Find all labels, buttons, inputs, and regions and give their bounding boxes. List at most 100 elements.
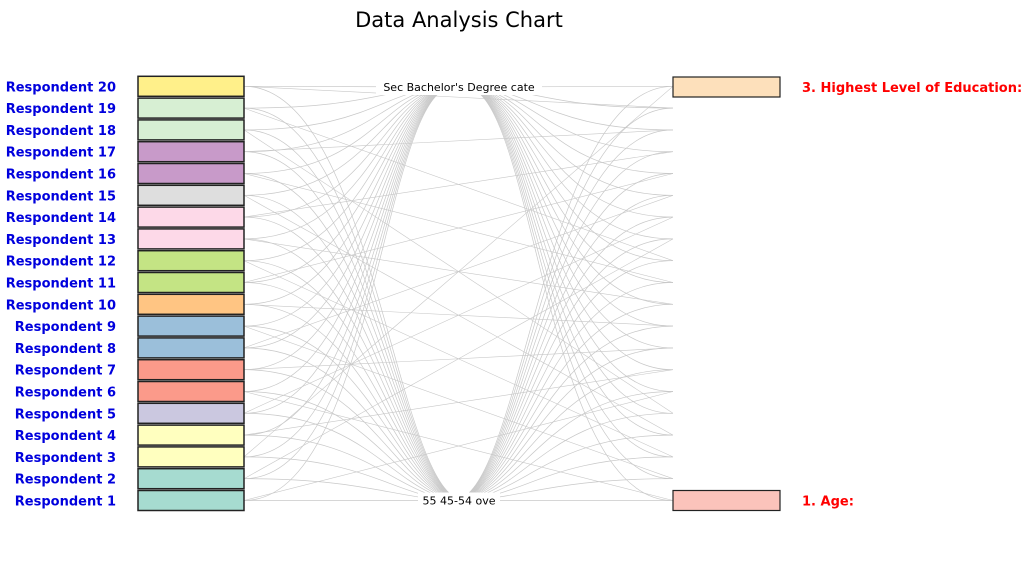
question-label: 3. Highest Level of Education: [802, 81, 1022, 96]
link-right [464, 86, 674, 436]
link-left [243, 107, 466, 501]
respondent-box [137, 206, 245, 228]
respondent-label: Respondent 16 [6, 168, 116, 183]
link-right [452, 325, 674, 501]
link-left [243, 129, 466, 501]
link-cross [243, 86, 674, 109]
respondent-box [137, 380, 245, 403]
link-right [452, 216, 674, 501]
link-left [243, 86, 454, 458]
chart-links [243, 85, 674, 501]
link-right [452, 260, 674, 501]
middle-label: Sec Bachelor's Degree cate [383, 81, 535, 94]
respondent-label: Respondent 3 [15, 451, 116, 466]
middle-labels: Sec Bachelor's Degree cate 55 45-54 ove [376, 79, 542, 509]
link-left [243, 238, 466, 501]
link-left [243, 86, 454, 262]
respondent-label: Respondent 6 [15, 386, 116, 401]
link-left [243, 85, 466, 501]
respondent-label: Respondent 5 [15, 407, 116, 422]
link-right [452, 107, 674, 501]
respondent-box [137, 424, 245, 446]
link-right [464, 86, 674, 262]
link-left [243, 216, 466, 501]
link-right [452, 303, 674, 501]
link-left [243, 151, 466, 501]
link-cross [243, 325, 674, 479]
middle-label-bg [418, 492, 500, 509]
question-box [672, 489, 781, 512]
respondent-label: Respondent 2 [15, 473, 116, 488]
link-cross [243, 129, 674, 414]
link-left [243, 194, 466, 501]
link-right [464, 86, 674, 414]
middle-label-bg [376, 79, 542, 95]
respondent-box [137, 293, 245, 316]
link-left [243, 282, 466, 501]
respondent-label: Respondent 18 [6, 124, 116, 139]
respondent-box [137, 489, 245, 512]
respondent-box [137, 228, 245, 250]
respondent-box [137, 467, 245, 490]
link-right [464, 86, 674, 501]
respondent-box [137, 402, 245, 425]
link-left [243, 86, 454, 196]
link-left [243, 325, 466, 501]
respondent-label: Respondent 10 [6, 298, 116, 313]
link-right [464, 86, 674, 480]
respondent-box [137, 249, 245, 272]
link-left [243, 86, 454, 436]
chart-title: Data Analysis Chart [355, 8, 563, 32]
respondent-label: Respondent 14 [6, 211, 116, 226]
link-left [243, 86, 454, 371]
link-right [452, 85, 674, 501]
question-label: 1. Age: [802, 495, 854, 510]
respondent-nodes: Respondent 1 Respondent 2 Respondent 3 Resp… [6, 75, 245, 512]
link-left [243, 86, 454, 283]
respondent-box [137, 315, 245, 337]
link-left [243, 303, 466, 501]
link-right [464, 86, 674, 283]
respondent-box [137, 119, 245, 141]
link-left [243, 86, 454, 240]
respondent-label: Respondent 8 [15, 342, 116, 357]
respondent-label: Respondent 19 [6, 102, 116, 117]
respondent-label: Respondent 1 [15, 495, 116, 510]
respondent-label: Respondent 11 [6, 277, 116, 292]
question-box [672, 76, 781, 98]
link-cross [243, 260, 674, 458]
respondent-box [137, 140, 245, 163]
link-right [452, 282, 674, 501]
link-right [452, 151, 674, 501]
link-right [452, 238, 674, 501]
respondent-label: Respondent 12 [6, 255, 116, 270]
link-cross [243, 129, 674, 152]
respondent-box [137, 271, 245, 294]
link-left [243, 173, 466, 501]
link-cross [243, 173, 674, 283]
link-left [243, 260, 466, 501]
respondent-label: Respondent 4 [15, 429, 116, 444]
link-cross [243, 107, 674, 261]
respondent-box [137, 162, 245, 185]
respondent-label: Respondent 7 [15, 364, 116, 379]
link-left [243, 86, 454, 480]
respondent-label: Respondent 15 [6, 189, 116, 204]
link-cross [243, 195, 674, 436]
question-nodes: 1. Age: 3. Highest Level of Education: [672, 76, 1022, 512]
link-right [464, 86, 674, 240]
respondent-box [137, 75, 245, 98]
middle-label: 55 45-54 ove [423, 495, 496, 508]
respondent-label: Respondent 13 [6, 233, 116, 248]
link-cross [243, 391, 674, 501]
respondent-label: Respondent 9 [15, 320, 116, 335]
link-left [243, 86, 454, 392]
link-right [464, 86, 674, 392]
link-right [452, 129, 674, 501]
respondent-label: Respondent 17 [6, 146, 116, 161]
link-right [452, 173, 674, 501]
respondent-box [137, 184, 245, 207]
link-left [243, 86, 454, 218]
respondent-box [137, 97, 245, 119]
